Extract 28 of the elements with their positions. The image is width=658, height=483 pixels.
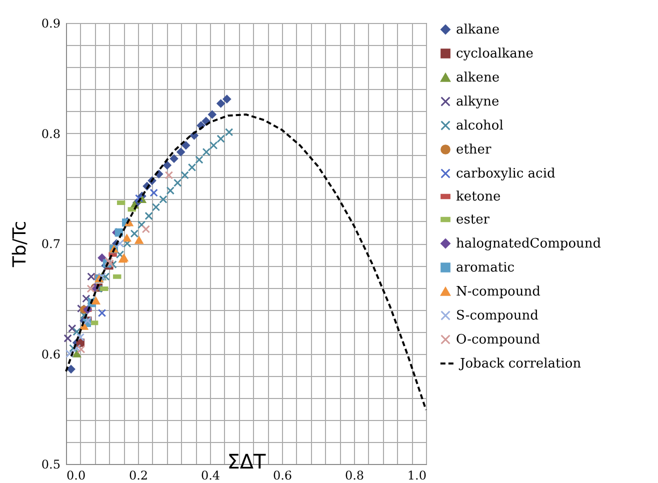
legend-label: ketone [456,190,501,204]
legend-label: alkyne [456,94,500,110]
y-tick-label: 0.6 [41,347,60,362]
legend-label: ether [456,142,492,158]
x-tick-label: 0.2 [128,468,148,482]
y-tick-label: 0.9 [41,16,60,30]
x-tick-label: 0.8 [344,468,364,482]
legend-label: alkene [456,70,500,86]
x-tick-label: 0.4 [200,468,220,482]
legend-label: ester [456,212,490,228]
legend-label: N-compound [456,284,540,300]
y-tick-label: 0.7 [41,237,60,251]
x-axis-title: ΣΔT [227,450,267,474]
legend-label: cycloalkane [456,46,534,62]
legend-label: alkane [456,22,500,38]
legend-label: alcohol [456,118,504,134]
x-tick-label: 0.6 [272,468,292,482]
x-tick-label: 0.0 [66,468,86,482]
y-tick-label: 0.5 [41,458,60,472]
legend-label: S-compound [456,308,538,324]
y-tick-label: 0.8 [41,126,60,141]
legend-label: O-compound [456,332,540,348]
legend-label: aromatic [456,260,515,276]
legend-label: halognatedCompound [456,236,602,252]
x-tick-label: 1.0 [407,468,426,482]
legend-label: Joback correlation [458,356,582,372]
y-axis-title: Tb/Tc [9,220,30,268]
legend-label: carboxylic acid [456,166,556,182]
